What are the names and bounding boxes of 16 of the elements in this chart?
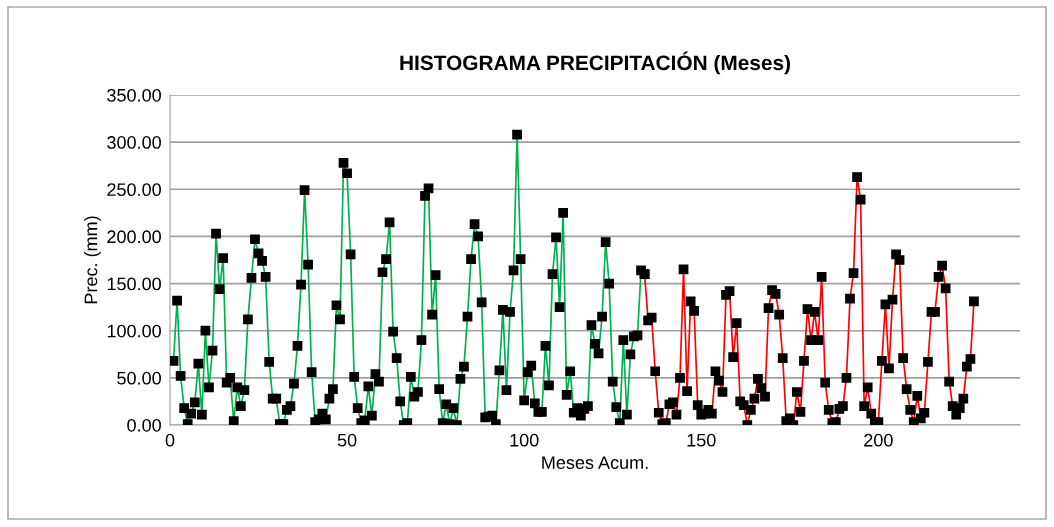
x-tick-label: 100 xyxy=(510,433,539,447)
y-tick-label: 150.00 xyxy=(107,277,161,291)
y-tick-label: 300.00 xyxy=(107,136,161,149)
x-axis-title: Meses Acum. xyxy=(542,456,648,469)
x-tick-label: 150 xyxy=(687,433,716,447)
x-tick-label: 0 xyxy=(165,433,175,447)
y-axis-title: Prec. (mm) xyxy=(84,216,101,304)
chart-title: HISTOGRAMA PRECIPITACIÓN (Meses) xyxy=(400,51,790,75)
y-tick-label: 350.00 xyxy=(107,88,161,102)
x-tick-label: 50 xyxy=(337,433,357,447)
x-tick-label: 200 xyxy=(864,433,893,447)
y-tick-label: 250.00 xyxy=(107,183,161,197)
y-tick-label: 50.00 xyxy=(117,371,161,385)
y-tick-label: 200.00 xyxy=(107,230,161,244)
y-tick-label: 100.00 xyxy=(107,324,161,338)
y-tick-label: 0.00 xyxy=(127,418,161,432)
